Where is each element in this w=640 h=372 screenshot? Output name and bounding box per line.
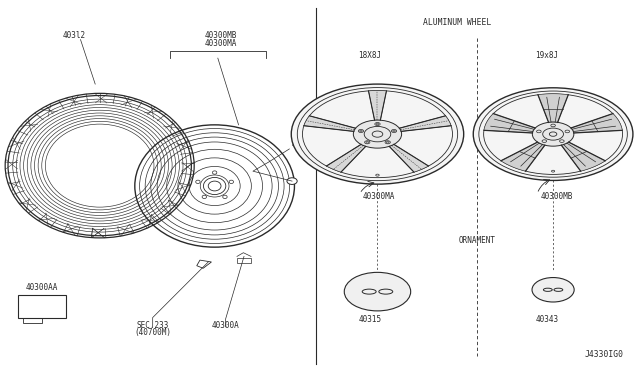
Ellipse shape — [358, 129, 364, 132]
Text: 40315: 40315 — [358, 315, 381, 324]
Ellipse shape — [559, 140, 564, 142]
Text: 40300MA: 40300MA — [363, 192, 395, 201]
Ellipse shape — [365, 141, 370, 144]
Text: 40300MB: 40300MB — [540, 192, 573, 201]
Ellipse shape — [532, 278, 574, 302]
Polygon shape — [538, 94, 568, 122]
Ellipse shape — [565, 130, 570, 133]
Polygon shape — [369, 91, 387, 120]
Ellipse shape — [375, 122, 380, 126]
Ellipse shape — [385, 141, 390, 144]
Text: ORNAMENT: ORNAMENT — [459, 237, 496, 246]
Ellipse shape — [542, 140, 547, 142]
Polygon shape — [304, 116, 356, 131]
Text: (40700M): (40700M) — [134, 328, 171, 337]
Text: J4330IG0: J4330IG0 — [584, 350, 623, 359]
Polygon shape — [484, 113, 535, 133]
Text: 40300A: 40300A — [212, 321, 239, 330]
Polygon shape — [571, 113, 622, 133]
Ellipse shape — [344, 272, 411, 311]
Text: ALUMINUM WHEEL: ALUMINUM WHEEL — [423, 18, 492, 27]
Ellipse shape — [473, 88, 633, 180]
Ellipse shape — [551, 124, 556, 127]
Text: 19x8J: 19x8J — [535, 51, 558, 60]
Polygon shape — [561, 142, 605, 171]
Text: 18X8J: 18X8J — [358, 51, 381, 60]
Text: 40300AA: 40300AA — [26, 283, 58, 292]
Text: 40300MB: 40300MB — [205, 31, 237, 40]
Polygon shape — [399, 116, 451, 131]
Ellipse shape — [536, 130, 541, 133]
Text: 40300MA: 40300MA — [205, 39, 237, 48]
Text: 403l2: 403l2 — [63, 31, 86, 40]
Text: SEC.233: SEC.233 — [136, 321, 169, 330]
Polygon shape — [389, 144, 429, 172]
Polygon shape — [326, 144, 365, 172]
Ellipse shape — [391, 129, 397, 132]
Ellipse shape — [353, 120, 402, 148]
Ellipse shape — [532, 122, 574, 146]
Ellipse shape — [291, 84, 464, 184]
Bar — [23, 318, 42, 323]
Polygon shape — [501, 142, 545, 171]
Bar — [237, 257, 251, 263]
Text: 40224: 40224 — [291, 140, 314, 149]
Bar — [18, 295, 66, 318]
Text: 40343: 40343 — [535, 315, 558, 324]
Ellipse shape — [287, 178, 297, 185]
